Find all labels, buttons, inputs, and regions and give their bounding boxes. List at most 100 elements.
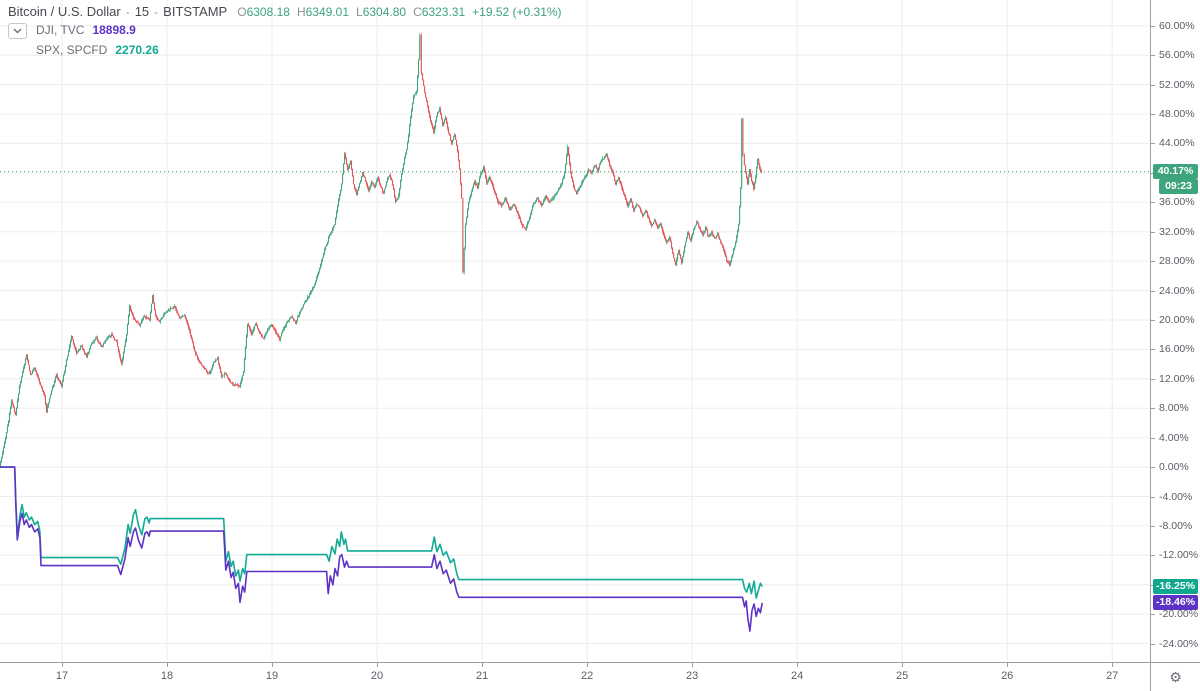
price-axis-label: -4.00% xyxy=(1159,490,1193,503)
time-axis-label: 17 xyxy=(55,670,69,682)
separator: - xyxy=(125,5,130,19)
price-axis-label: 0.00% xyxy=(1159,461,1189,474)
price-axis-tick xyxy=(1151,114,1155,115)
price-axis-label: 32.00% xyxy=(1159,225,1195,238)
price-axis-tick xyxy=(1151,643,1155,645)
open-label: O xyxy=(237,5,247,19)
price-axis-tick xyxy=(1151,378,1155,380)
price-axis-label: -20.00% xyxy=(1159,608,1199,621)
price-axis-tick xyxy=(1151,231,1155,233)
compare-series-dji[interactable]: DJI, TVC 18898.9 xyxy=(8,23,562,39)
price-axis-label: 44.00% xyxy=(1159,137,1195,150)
price-axis-label: 36.00% xyxy=(1159,196,1195,209)
price-axis-tick xyxy=(1151,290,1155,292)
price-axis-tick xyxy=(1151,467,1155,469)
time-axis-label: 25 xyxy=(895,670,909,682)
time-axis-label: 24 xyxy=(790,670,804,682)
high-value: 6349.01 xyxy=(305,5,350,19)
time-axis-label: 27 xyxy=(1106,670,1119,682)
separator: - xyxy=(154,5,159,19)
price-axis-tick xyxy=(1151,55,1155,57)
time-axis-tick xyxy=(482,663,484,667)
price-axis-label: -12.00% xyxy=(1159,549,1199,562)
time-axis-tick xyxy=(902,663,904,667)
time-axis-tick xyxy=(587,663,589,667)
time-axis-label: 21 xyxy=(475,670,489,682)
price-axis-tick xyxy=(1151,349,1155,351)
ohlc-values: O6308.18 H6349.01 L6304.80 C6323.31 +19.52 (… xyxy=(237,5,561,19)
price-axis-tick xyxy=(1151,261,1155,263)
time-axis-tick xyxy=(62,663,63,667)
time-axis-tick xyxy=(272,663,273,667)
settings-gear-icon: ⚙ xyxy=(1169,669,1182,686)
chevron-down-icon xyxy=(13,28,22,34)
spx-symbol-label: SPX, SPCFD xyxy=(36,43,108,57)
price-axis-label: 8.00% xyxy=(1159,402,1189,415)
open-value: 6308.18 xyxy=(246,5,290,19)
collapse-compare-button[interactable] xyxy=(8,23,27,39)
price-axis-label: 52.00% xyxy=(1159,78,1195,91)
low-value: 6304.80 xyxy=(362,5,407,19)
price-axis-tick xyxy=(1151,614,1155,616)
price-axis-tick xyxy=(1151,555,1155,557)
dji-value: 18898.9 xyxy=(92,23,136,38)
price-axis[interactable]: 60.00%56.00%52.00%48.00%44.00%40.00%36.0… xyxy=(1150,0,1200,691)
price-axis-tick xyxy=(1151,84,1155,86)
time-axis-label: 18 xyxy=(160,670,174,682)
bar-countdown-badge: 09:23 xyxy=(1159,179,1198,195)
price-axis-label: 20.00% xyxy=(1159,314,1195,326)
symbol-title: Bitcoin / U.S. Dollar xyxy=(8,4,121,19)
price-axis-label: 60.00% xyxy=(1159,19,1195,32)
chart-legend: Bitcoin / U.S. Dollar -15- BITSTAMP O6308.1… xyxy=(8,4,562,59)
price-axis-tick xyxy=(1151,143,1155,145)
price-axis-label: -24.00% xyxy=(1159,637,1199,650)
time-axis-tick xyxy=(797,663,799,667)
chart-canvas[interactable] xyxy=(0,0,1150,662)
interval-label: 15 xyxy=(134,4,150,19)
dji-symbol-label: DJI, TVC xyxy=(36,23,85,38)
time-axis-tick xyxy=(1112,663,1114,667)
exchange-label: BITSTAMP xyxy=(163,4,228,19)
price-axis-label: 56.00% xyxy=(1159,49,1195,62)
main-series-legend[interactable]: Bitcoin / U.S. Dollar -15- BITSTAMP O6308.1… xyxy=(8,4,562,19)
price-axis-tick xyxy=(1151,437,1155,439)
grid-lines xyxy=(0,0,1150,662)
price-axis-label: 28.00% xyxy=(1159,255,1195,268)
time-axis-label: 23 xyxy=(685,670,699,682)
close-value: 6323.31 xyxy=(421,5,466,19)
price-axis-tick xyxy=(1151,408,1155,410)
price-axis-label: 12.00% xyxy=(1159,372,1195,385)
axis-settings-corner[interactable]: ⚙ xyxy=(1150,662,1200,691)
compare-series-spx[interactable]: SPX, SPCFD 2270.26 xyxy=(8,43,562,59)
price-axis-label: 48.00% xyxy=(1159,108,1195,120)
time-axis-tick xyxy=(167,663,168,667)
time-axis-tick xyxy=(377,663,378,667)
low-label: L xyxy=(356,5,363,19)
time-axis-tick xyxy=(692,663,694,667)
price-axis-label: -8.00% xyxy=(1159,519,1193,532)
price-axis-tick xyxy=(1151,525,1155,527)
time-axis-label: 20 xyxy=(370,670,384,682)
close-label: C xyxy=(413,5,422,19)
price-axis-tick xyxy=(1151,25,1155,27)
price-axis-tick xyxy=(1151,202,1155,204)
time-axis-label: 26 xyxy=(1001,670,1014,682)
btc-candlestick-series xyxy=(0,32,763,469)
price-axis-label: 24.00% xyxy=(1159,284,1195,297)
time-axis-tick xyxy=(1007,663,1009,667)
dji-last-value-badge: -18.46% xyxy=(1153,595,1198,611)
price-axis-label: 16.00% xyxy=(1159,343,1195,356)
high-label: H xyxy=(296,5,306,19)
price-axis-label: 4.00% xyxy=(1159,431,1189,444)
spx-value: 2270.26 xyxy=(115,43,159,57)
time-axis[interactable]: 17 18 19 20 21 22 23 24 25 26 27 xyxy=(0,662,1151,691)
time-axis-label: 19 xyxy=(265,670,279,682)
price-axis-tick xyxy=(1151,496,1155,498)
dji-line-series xyxy=(0,466,763,632)
change-value: +19.52 (+0.31%) xyxy=(472,5,562,19)
spx-last-value-badge: -16.25% xyxy=(1153,579,1198,595)
price-axis-tick xyxy=(1151,320,1155,321)
spx-line-series xyxy=(0,466,763,599)
btc-last-price-badge: 40.17% xyxy=(1153,164,1198,180)
